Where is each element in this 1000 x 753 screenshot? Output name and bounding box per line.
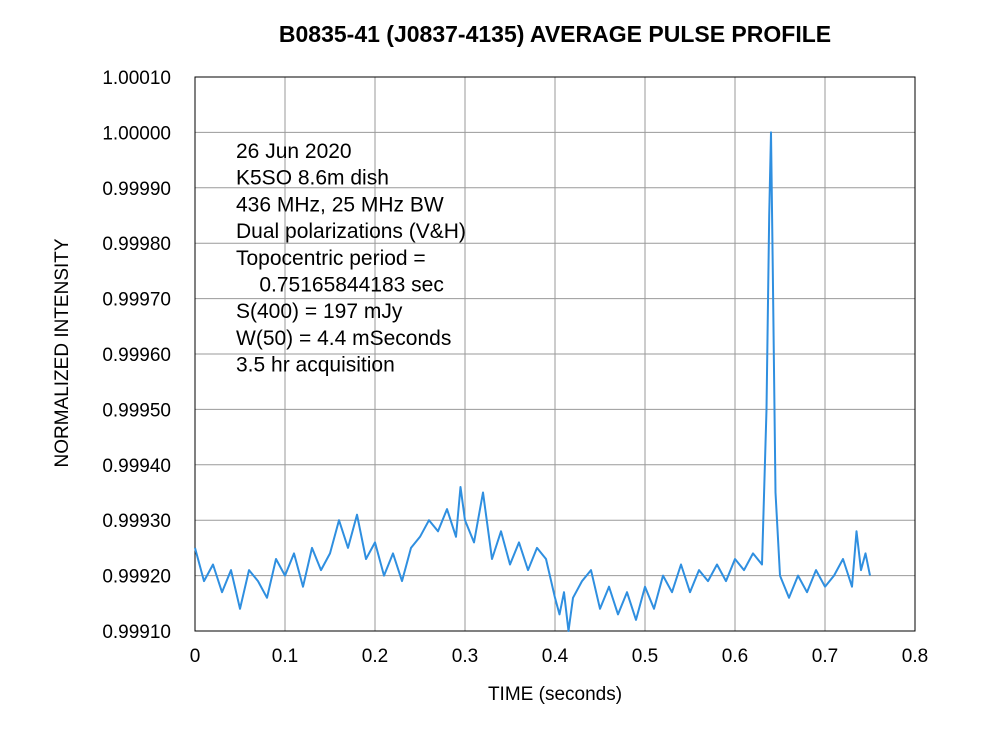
annotation-line: 3.5 hr acquisition [236, 354, 395, 377]
annotation-line: Dual polarizations (V&H) [236, 220, 466, 243]
x-tick-label: 0.2 [362, 646, 388, 667]
y-tick-label: 1.00010 [102, 68, 171, 89]
series-line-intensity [194, 131, 871, 632]
y-tick-label: 0.99990 [102, 179, 171, 200]
y-tick-label: 0.99960 [102, 345, 171, 366]
y-tick-label: 0.99920 [102, 567, 171, 588]
plot-frame [194, 76, 916, 632]
y-tick-label: 0.99930 [102, 511, 171, 532]
chart-title: B0835-41 (J0837-4135) AVERAGE PULSE PROF… [279, 21, 831, 47]
x-axis-label: TIME (seconds) [488, 684, 622, 705]
x-tick-label: 0 [190, 646, 201, 667]
y-tick-label: 0.99970 [102, 290, 171, 311]
y-tick-label: 0.99950 [102, 400, 171, 421]
x-tick-label: 0.3 [452, 646, 478, 667]
y-tick-label: 1.00000 [102, 123, 171, 144]
x-tick-label: 0.7 [812, 646, 838, 667]
y-tick-label: 0.99980 [102, 234, 171, 255]
x-tick-label: 0.8 [902, 646, 928, 667]
y-tick-labels: 1.00010 1.00000 0.99990 0.99980 0.99970 0.999… [102, 68, 171, 643]
y-axis-label: NORMALIZED INTENSITY [52, 238, 73, 467]
annotation-line: Topocentric period = [236, 247, 426, 270]
annotation-line: 0.75165844183 sec [236, 274, 444, 297]
annotation-box: 26 Jun 2020 K5SO 8.6m dish 436 MHz, 25 MHz… [236, 140, 466, 377]
x-tick-label: 0.6 [722, 646, 748, 667]
annotation-line: W(50) = 4.4 mSeconds [236, 327, 451, 350]
x-tick-label: 0.5 [632, 646, 658, 667]
x-tick-labels: 0 0.1 0.2 0.3 0.4 0.5 0.6 0.7 0.8 [190, 646, 929, 667]
annotation-line: 436 MHz, 25 MHz BW [236, 193, 444, 216]
x-tick-label: 0.1 [272, 646, 298, 667]
x-tick-label: 0.4 [542, 646, 569, 667]
annotation-line: S(400) = 197 mJy [236, 300, 403, 323]
annotation-line: 26 Jun 2020 [236, 140, 352, 163]
y-tick-label: 0.99910 [102, 622, 171, 643]
annotation-line: K5SO 8.6m dish [236, 167, 389, 190]
y-tick-label: 0.99940 [102, 456, 171, 477]
